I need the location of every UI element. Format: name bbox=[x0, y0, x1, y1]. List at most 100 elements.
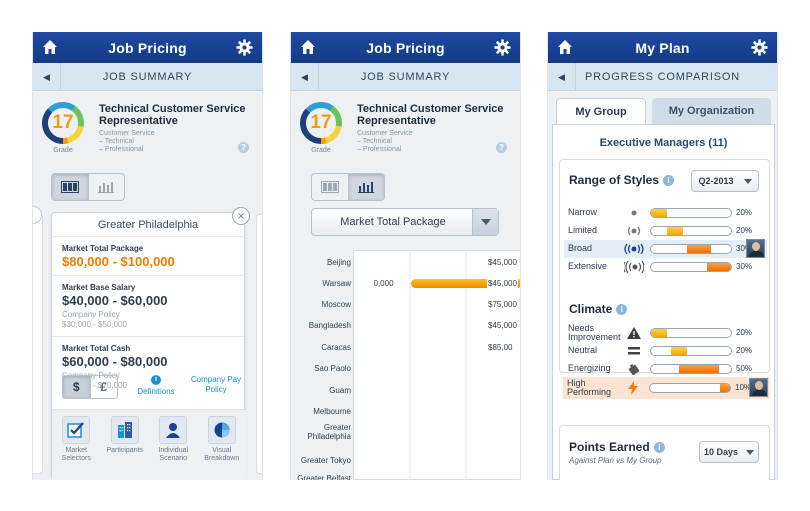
visual-breakdown-button[interactable]: Visual Breakdown bbox=[199, 416, 245, 480]
chart-category-label: Moscow bbox=[321, 300, 351, 309]
back-button[interactable]: ◀ bbox=[33, 63, 61, 91]
avatar bbox=[746, 239, 765, 258]
definitions-label: Definitions bbox=[137, 387, 175, 396]
info-icon[interactable]: i bbox=[653, 442, 665, 453]
columns-icon bbox=[320, 181, 339, 193]
battery-icon bbox=[624, 361, 644, 377]
next-card[interactable] bbox=[256, 214, 262, 474]
tool-label: Participants bbox=[106, 447, 144, 454]
bar-chart-icon bbox=[358, 182, 375, 193]
quarter-select[interactable]: Q2-2013 bbox=[691, 170, 759, 192]
climate-row-needs-improvement: Needs Improvement 20% bbox=[564, 324, 767, 342]
back-arrow-icon: ◀ bbox=[43, 71, 50, 82]
back-button[interactable]: ◀ bbox=[291, 63, 319, 91]
row-label: Extensive bbox=[568, 261, 608, 271]
person-icon bbox=[166, 423, 181, 438]
style-row-narrow: Narrow 20% bbox=[564, 204, 767, 222]
back-button[interactable]: ◀ bbox=[548, 63, 576, 91]
help-icon[interactable]: ? bbox=[496, 142, 507, 153]
job-family: Customer Service – Technical – Professio… bbox=[99, 130, 155, 154]
row-label: Market Total Cash bbox=[62, 344, 131, 353]
chart-high-label: $75,000 bbox=[487, 300, 518, 310]
chart-category-label: Bangladesh bbox=[308, 321, 351, 330]
market-selectors-button[interactable]: Market Selectors bbox=[53, 416, 99, 480]
chart-category-label: Warsaw bbox=[322, 279, 351, 288]
job-pricing-summary-screen: Job Pricing ◀ JOB SUMMARY 17 Grade Techn… bbox=[32, 32, 263, 480]
group-tabs: My Group My Organization bbox=[556, 98, 771, 124]
row-label: Needs Improvement bbox=[568, 323, 621, 342]
currency-pound-button[interactable]: £ bbox=[89, 376, 118, 398]
currency-dollar-button[interactable]: $ bbox=[63, 376, 90, 398]
screen-title: Job Pricing bbox=[366, 39, 445, 56]
previous-card[interactable] bbox=[33, 214, 43, 474]
section-bar: ◀ JOB SUMMARY bbox=[291, 63, 520, 91]
screen-title: Job Pricing bbox=[108, 39, 187, 56]
company-pay-policy-link[interactable]: Company Pay Policy bbox=[190, 375, 242, 394]
chart-category-label: Greater Belfast bbox=[297, 474, 351, 480]
broad-signal-icon bbox=[624, 241, 644, 257]
job-title: Technical Customer Service Representativ… bbox=[357, 103, 504, 127]
tab-my-organization[interactable]: My Organization bbox=[652, 98, 771, 124]
measure-dropdown[interactable]: Market Total Package bbox=[311, 208, 499, 236]
gear-icon[interactable] bbox=[236, 39, 253, 56]
progress-bar bbox=[650, 208, 732, 218]
tools-row: Market Selectors Participants Individual… bbox=[52, 409, 246, 480]
currency-toggle: $ £ bbox=[62, 375, 118, 399]
section-title: JOB SUMMARY bbox=[102, 70, 193, 83]
info-icon[interactable]: i bbox=[616, 304, 628, 315]
chart-category-label: Sao Paolo bbox=[314, 364, 351, 373]
back-arrow-icon: ◀ bbox=[301, 71, 308, 82]
avatar bbox=[749, 378, 768, 397]
styles-heading: Range of Styles i bbox=[569, 173, 675, 187]
progress-bar bbox=[649, 383, 731, 393]
progress-fill bbox=[651, 209, 667, 217]
chart-category-label: Caracas bbox=[321, 343, 351, 352]
row-label: Broad bbox=[568, 243, 593, 253]
job-title: Technical Customer Service Representativ… bbox=[99, 103, 246, 127]
definitions-link[interactable]: i Definitions bbox=[126, 375, 186, 396]
period-value: 10 Days bbox=[703, 447, 739, 457]
warning-icon bbox=[624, 325, 644, 341]
chevron-down-icon bbox=[746, 449, 755, 455]
styles-heading-text: Range of Styles bbox=[569, 173, 660, 187]
row-value: $80,000 - $100,000 bbox=[62, 254, 175, 269]
style-row-limited: Limited 20% bbox=[564, 222, 767, 240]
chart-view-button[interactable] bbox=[347, 174, 384, 200]
card-view-button[interactable] bbox=[312, 174, 348, 200]
home-icon[interactable] bbox=[557, 39, 573, 55]
equals-icon bbox=[624, 343, 644, 359]
narrow-signal-icon bbox=[624, 205, 644, 221]
close-icon[interactable]: × bbox=[232, 207, 250, 225]
gear-icon[interactable] bbox=[751, 39, 768, 56]
style-row-extensive: Extensive 30% bbox=[564, 258, 767, 276]
climate-heading-text: Climate bbox=[569, 302, 613, 316]
home-icon[interactable] bbox=[300, 39, 316, 55]
chart-category-label: Greater Philadelphia bbox=[307, 423, 351, 441]
info-icon[interactable]: i bbox=[663, 175, 675, 186]
row-label: Market Total Package bbox=[62, 244, 144, 253]
section-bar: ◀ JOB SUMMARY bbox=[33, 63, 262, 91]
columns-icon bbox=[60, 181, 79, 193]
dropdown-value: Market Total Package bbox=[340, 216, 446, 228]
job-family-sub: – Technical bbox=[99, 138, 134, 145]
gear-icon[interactable] bbox=[494, 39, 511, 56]
participants-button[interactable]: Participants bbox=[102, 416, 148, 480]
points-earned-panel: Points Earned i Against Plan vs My Group … bbox=[559, 425, 770, 480]
home-icon[interactable] bbox=[42, 39, 58, 55]
chart-view-button[interactable] bbox=[87, 174, 125, 200]
row-percent: 10% bbox=[735, 383, 752, 392]
period-select[interactable]: 10 Days bbox=[699, 441, 759, 463]
section-bar: ◀ PROGRESS COMPARISON bbox=[548, 63, 777, 91]
chart-range-bar[interactable] bbox=[410, 279, 520, 288]
progress-fill bbox=[707, 263, 731, 271]
row-percent: 20% bbox=[736, 226, 753, 235]
help-icon[interactable]: ? bbox=[238, 142, 249, 153]
row-label: Energizing bbox=[568, 363, 611, 373]
chart-category-label: Guam bbox=[329, 386, 351, 395]
job-family-name: Customer Service bbox=[99, 130, 155, 137]
job-family-sub: – Professional bbox=[357, 146, 402, 153]
tab-my-group[interactable]: My Group bbox=[556, 98, 646, 124]
individual-scenario-button[interactable]: Individual Scenario bbox=[150, 416, 196, 480]
chart-gridlines bbox=[409, 251, 467, 480]
card-view-button[interactable] bbox=[52, 174, 88, 200]
